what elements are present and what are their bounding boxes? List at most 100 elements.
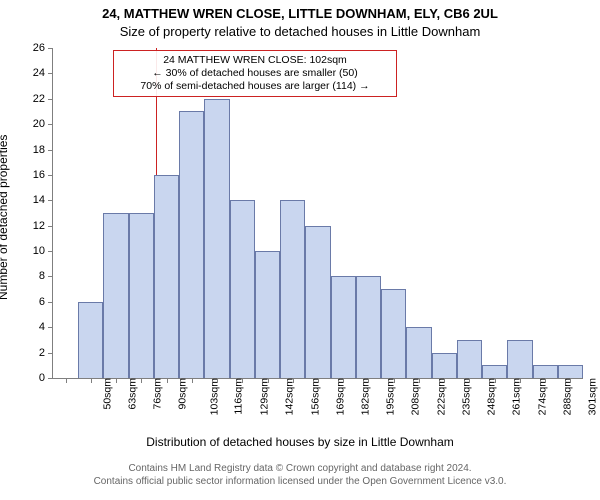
histogram-bar [305, 226, 330, 378]
xtick-label: 169sqm [334, 378, 346, 415]
xtick [394, 378, 395, 383]
xtick-label: 182sqm [359, 378, 371, 415]
histogram-bar [129, 213, 154, 378]
xtick [242, 378, 243, 383]
chart-subtitle: Size of property relative to detached ho… [0, 24, 600, 39]
xtick [293, 378, 294, 383]
xtick-label: 195sqm [385, 378, 397, 415]
ytick [48, 226, 53, 227]
xtick-label: 248sqm [486, 378, 498, 415]
histogram-bar [406, 327, 431, 378]
xtick [570, 378, 571, 383]
xtick-label: 235sqm [460, 378, 472, 415]
ytick-label: 6 [17, 296, 45, 308]
ytick-label: 12 [17, 220, 45, 232]
xtick [343, 378, 344, 383]
xtick [66, 378, 67, 383]
xtick [268, 378, 269, 383]
ytick-label: 10 [17, 245, 45, 257]
histogram-bar [432, 353, 457, 378]
xtick [444, 378, 445, 383]
xtick-label: 301sqm [587, 378, 599, 415]
histogram-bar [204, 99, 229, 378]
ytick [48, 302, 53, 303]
ytick [48, 48, 53, 49]
ytick [48, 200, 53, 201]
chart-title-address: 24, MATTHEW WREN CLOSE, LITTLE DOWNHAM, … [0, 6, 600, 21]
ytick [48, 99, 53, 100]
ytick [48, 353, 53, 354]
histogram-bar [179, 111, 204, 378]
y-axis-label: Number of detached properties [0, 135, 10, 300]
ytick-label: 18 [17, 144, 45, 156]
xtick [192, 378, 193, 383]
histogram-bar [78, 302, 103, 378]
xtick-label: 50sqm [101, 378, 113, 410]
xtick [469, 378, 470, 383]
annotation-box: 24 MATTHEW WREN CLOSE: 102sqm← 30% of de… [113, 50, 397, 97]
histogram-bar [533, 365, 558, 378]
xtick-label: 142sqm [284, 378, 296, 415]
histogram-bar [255, 251, 280, 378]
ytick-label: 2 [17, 347, 45, 359]
ytick [48, 124, 53, 125]
footer-line-2: Contains official public sector informat… [0, 475, 600, 488]
ytick [48, 327, 53, 328]
histogram-bar [558, 365, 583, 378]
histogram-bar [457, 340, 482, 378]
ytick-label: 22 [17, 93, 45, 105]
ytick-label: 26 [17, 42, 45, 54]
ytick [48, 150, 53, 151]
ytick-label: 14 [17, 194, 45, 206]
xtick-label: 129sqm [258, 378, 270, 415]
xtick-label: 222sqm [435, 378, 447, 415]
xtick-label: 288sqm [561, 378, 573, 415]
xtick-label: 274sqm [536, 378, 548, 415]
chart-container: 24, MATTHEW WREN CLOSE, LITTLE DOWNHAM, … [0, 0, 600, 500]
xtick [495, 378, 496, 383]
xtick [368, 378, 369, 383]
xtick [318, 378, 319, 383]
x-axis-label: Distribution of detached houses by size … [0, 435, 600, 449]
histogram-bar [381, 289, 406, 378]
xtick-label: 63sqm [126, 378, 138, 410]
histogram-bar [356, 276, 381, 378]
xtick-label: 90sqm [177, 378, 189, 410]
attribution-footer: Contains HM Land Registry data © Crown c… [0, 462, 600, 488]
annotation-line: ← 30% of detached houses are smaller (50… [120, 67, 390, 80]
xtick [217, 378, 218, 383]
xtick-label: 103sqm [208, 378, 220, 415]
annotation-line: 70% of semi-detached houses are larger (… [120, 80, 390, 93]
xtick [141, 378, 142, 383]
histogram-bar [507, 340, 532, 378]
annotation-line: 24 MATTHEW WREN CLOSE: 102sqm [120, 54, 390, 67]
ytick-label: 4 [17, 321, 45, 333]
xtick [545, 378, 546, 383]
xtick [520, 378, 521, 383]
histogram-bar [230, 200, 255, 378]
ytick [48, 251, 53, 252]
ytick [48, 378, 53, 379]
plot-area: 24 MATTHEW WREN CLOSE: 102sqm← 30% of de… [52, 48, 583, 379]
xtick-label: 208sqm [410, 378, 422, 415]
ytick [48, 276, 53, 277]
ytick [48, 175, 53, 176]
footer-line-1: Contains HM Land Registry data © Crown c… [0, 462, 600, 475]
xtick-label: 156sqm [309, 378, 321, 415]
xtick [91, 378, 92, 383]
histogram-bar [331, 276, 356, 378]
histogram-bar [154, 175, 179, 378]
xtick-label: 116sqm [232, 378, 244, 415]
xtick [167, 378, 168, 383]
xtick [116, 378, 117, 383]
ytick-label: 16 [17, 169, 45, 181]
histogram-bar [280, 200, 305, 378]
ytick-label: 0 [17, 372, 45, 384]
ytick-label: 24 [17, 67, 45, 79]
histogram-bar [103, 213, 128, 378]
xtick-label: 261sqm [511, 378, 523, 415]
histogram-bar [482, 365, 507, 378]
ytick-label: 20 [17, 118, 45, 130]
xtick-label: 76sqm [152, 378, 164, 410]
ytick [48, 73, 53, 74]
